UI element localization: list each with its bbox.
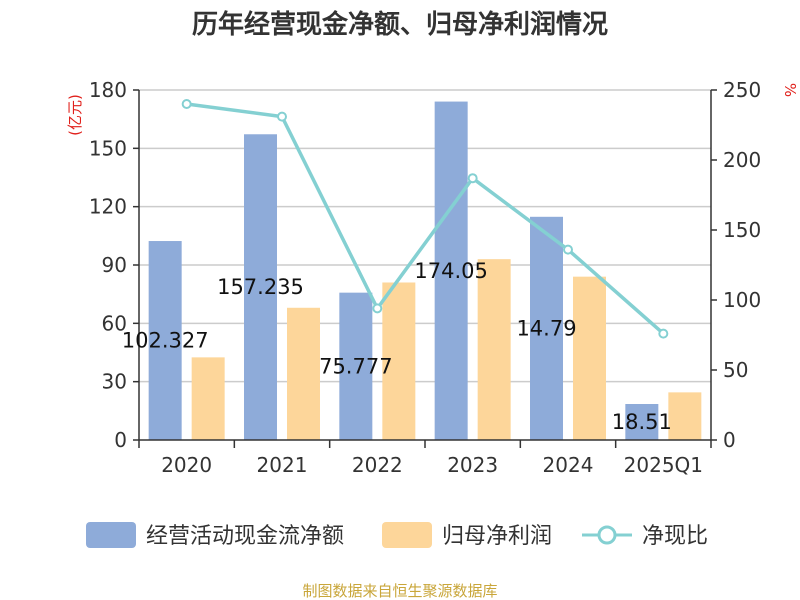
ratio-point [467, 173, 478, 184]
legend: 经营活动现金流净额 归母净利润 净现比 [86, 522, 708, 549]
data-label: 14.79 [516, 316, 576, 340]
bar-cash-flow [244, 134, 277, 441]
legend-label-net-profit: 归母净利润 [442, 524, 552, 549]
bar-net-profit [191, 357, 225, 440]
legend-marker-ratio [597, 525, 617, 545]
ratio-point [658, 328, 669, 339]
bar-net-profit [287, 307, 320, 440]
left-axis-unit: (亿元) [66, 94, 84, 136]
left-tick-label: 30 [102, 370, 127, 394]
grid-lines [139, 89, 711, 383]
right-tick-label: 100 [723, 288, 761, 312]
x-tick-label: 2023 [447, 453, 498, 477]
left-tick-label: 120 [89, 195, 127, 219]
x-tick-label: 2021 [257, 453, 308, 477]
data-label: 75.777 [319, 354, 392, 378]
right-tick-label: 150 [723, 218, 761, 242]
x-tick-label: 2022 [352, 453, 403, 477]
data-labels: 102.327 157.235 75.777 174.05 14.79 18.51 [122, 259, 672, 434]
ratio-point [181, 99, 192, 109]
x-tick-label: 2020 [161, 453, 212, 477]
legend-swatch-cash-flow [86, 522, 136, 548]
source-note: 制图数据来自恒生聚源数据库 [302, 582, 497, 600]
left-tick-label: 0 [114, 428, 127, 452]
bar-cash-flow [148, 241, 182, 440]
x-tick-label: 2024 [543, 453, 594, 477]
right-tick-label: 250 [723, 78, 761, 102]
legend-swatch-net-profit [382, 522, 432, 548]
right-tick-label: 200 [723, 148, 761, 172]
left-tick-label: 180 [89, 78, 127, 102]
bar-net-profit [382, 282, 416, 440]
ratio-line-path [186, 102, 665, 335]
legend-label-cash-flow: 经营活动现金流净额 [146, 524, 344, 549]
bars [148, 101, 702, 441]
data-label: 174.05 [414, 259, 487, 283]
bar-net-profit [573, 276, 606, 440]
bar-cash-flow [625, 404, 659, 440]
left-tick-label: 150 [89, 136, 127, 160]
bar-cash-flow [339, 292, 373, 440]
ratio-point [277, 111, 287, 122]
ratio-point [372, 303, 383, 314]
legend-label-ratio: 净现比 [642, 524, 708, 549]
bar-cash-flow [434, 101, 468, 440]
right-tick-label: 50 [723, 358, 748, 382]
bar-net-profit [477, 259, 511, 440]
data-label: 18.51 [612, 410, 672, 434]
data-label: 157.235 [217, 275, 304, 299]
right-axis-unit: % [781, 83, 799, 97]
bar-cash-flow [530, 216, 563, 440]
ratio-line [181, 99, 669, 339]
axes: 0 30 60 90 120 150 180 0 50 100 150 200 250 2020 2021 2… [89, 78, 761, 477]
data-label: 102.327 [122, 329, 209, 353]
left-tick-label: 60 [102, 311, 127, 335]
right-tick-label: 0 [723, 428, 736, 452]
ratio-point [563, 244, 573, 255]
x-tick-label: 2025Q1 [624, 453, 703, 477]
bar-net-profit [668, 392, 702, 440]
chart-title: 历年经营现金净额、归母净利润情况 [192, 9, 608, 40]
left-tick-label: 90 [102, 253, 127, 277]
